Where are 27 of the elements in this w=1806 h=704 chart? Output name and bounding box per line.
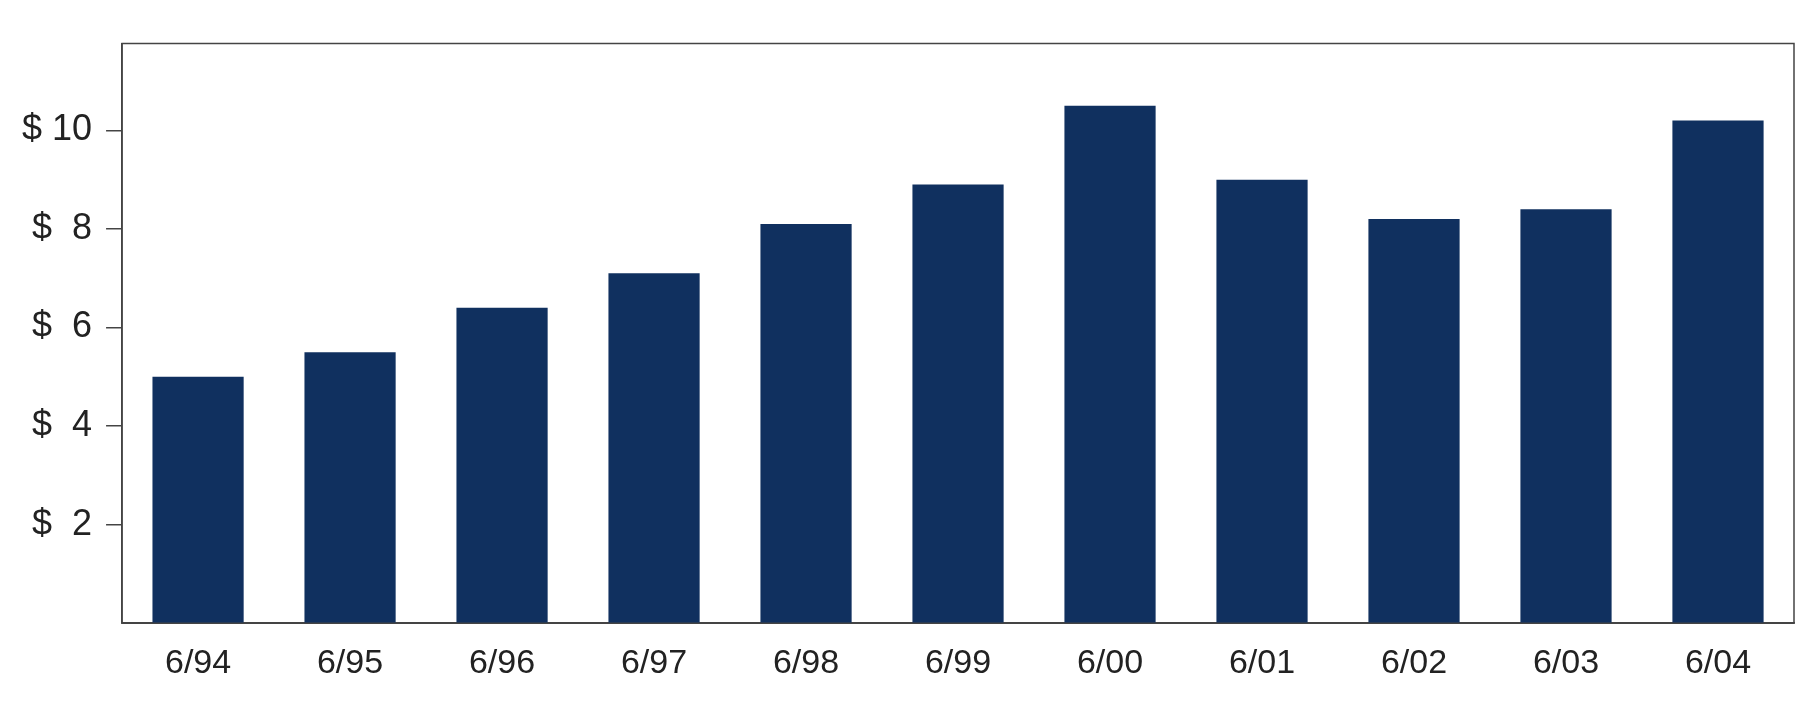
bar [152, 376, 244, 624]
x-tick-label: 6/03 [1532, 641, 1600, 680]
y-tick-label: $ 4 [32, 402, 93, 444]
bar [1064, 105, 1156, 624]
x-tick-label: 6/02 [1380, 641, 1448, 680]
x-tick-label: 6/95 [316, 641, 384, 680]
bar [608, 273, 700, 624]
bar [1672, 120, 1764, 624]
bar [912, 184, 1004, 624]
x-tick-label: 6/00 [1076, 641, 1144, 680]
y-tick-label: $ 10 [21, 107, 93, 149]
x-tick-label: 6/94 [164, 641, 232, 680]
y-tick-label: $ 2 [32, 501, 93, 543]
x-tick-label: 6/01 [1228, 641, 1296, 680]
x-tick-label: 6/96 [468, 641, 536, 680]
y-tick-label: $ 6 [32, 304, 93, 346]
y-tick-label: $ 8 [32, 205, 93, 247]
bar [760, 223, 852, 624]
bar [1520, 209, 1612, 624]
x-tick-label: 6/04 [1684, 641, 1752, 680]
bar [456, 307, 548, 624]
bar [304, 352, 396, 624]
x-tick-label: 6/99 [924, 641, 992, 680]
x-tick-label: 6/97 [620, 641, 688, 680]
bar [1216, 179, 1308, 624]
x-tick-label: 6/98 [772, 641, 840, 680]
bar [1368, 219, 1460, 624]
